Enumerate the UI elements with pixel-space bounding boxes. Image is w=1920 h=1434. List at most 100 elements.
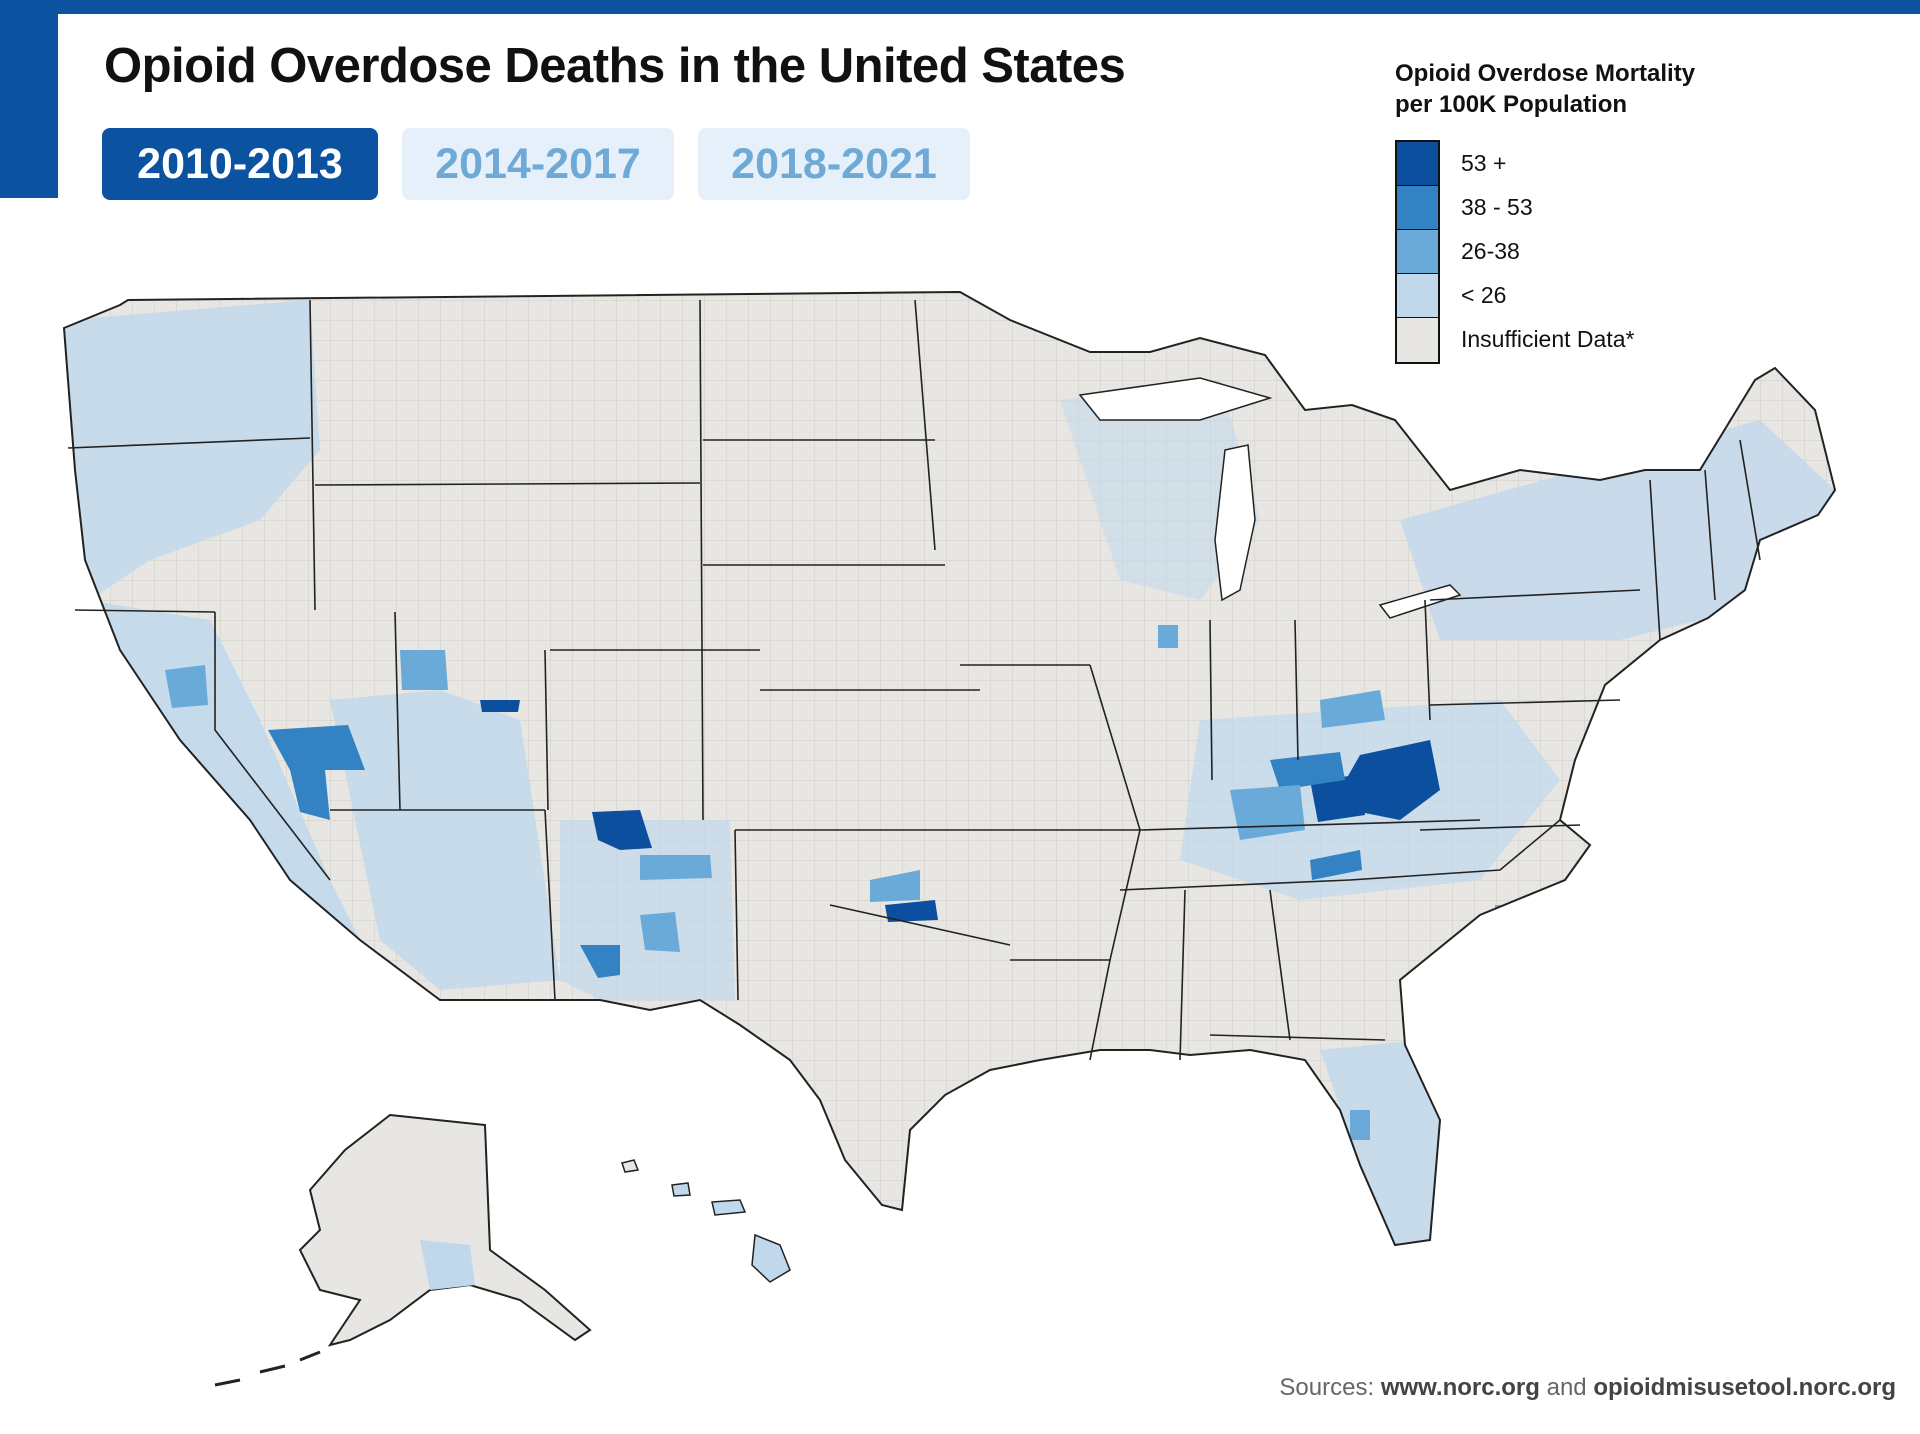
- region-utah-top: [480, 700, 520, 712]
- legend-swatch: [1397, 186, 1438, 230]
- border-il-in: [1209, 619, 1213, 781]
- legend-label: < 26: [1461, 282, 1507, 308]
- sources-credit: Sources: www.norc.org and opioidmisuseto…: [1279, 1374, 1896, 1402]
- border-pa-ny: [1429, 589, 1641, 601]
- region-pacific-northwest: [64, 300, 320, 600]
- region-florida-mid: [1350, 1110, 1370, 1140]
- border-ok-tx: [829, 904, 1011, 946]
- region-new-mexico-mid2: [640, 912, 680, 952]
- legend-label: 26-38: [1461, 238, 1520, 264]
- border-mn-west: [914, 299, 936, 551]
- top-accent-bar: [0, 0, 1920, 14]
- tab-2010-2013[interactable]: 2010-2013: [102, 128, 378, 200]
- legend-label: Insufficient Data*: [1461, 326, 1635, 352]
- region-nevada-high: [268, 725, 365, 820]
- border-me: [1739, 439, 1761, 561]
- region-new-mexico-top: [592, 810, 652, 850]
- border-oh-pa: [1424, 599, 1431, 721]
- border-ms-al: [1179, 889, 1186, 1061]
- border-ca-nv: [214, 612, 331, 881]
- region-ohio-mid: [1320, 690, 1385, 728]
- border-ny-new-england: [1649, 479, 1661, 641]
- region-utah-mid: [400, 650, 448, 690]
- region-ky-top: [1310, 775, 1365, 822]
- region-tennessee-high: [1310, 850, 1362, 880]
- period-tabs: 2010-2013 2014-2017 2018-2021: [102, 128, 970, 200]
- legend: Opioid Overdose Mortality per 100K Popul…: [1395, 58, 1695, 364]
- hawaii: [621, 1159, 791, 1283]
- border-id-west: [309, 299, 316, 611]
- tab-2014-2017[interactable]: 2014-2017: [402, 128, 674, 200]
- legend-title-line1: Opioid Overdose Mortality: [1395, 60, 1696, 87]
- legend-title-line2: per 100K Population: [1395, 91, 1628, 118]
- border-pa-south: [1429, 699, 1621, 706]
- border-ga-al: [1269, 889, 1291, 1041]
- border-vt-nh: [1704, 469, 1716, 601]
- hawaii-maui: [711, 1199, 747, 1216]
- sources-prefix: Sources:: [1279, 1374, 1381, 1401]
- legend-swatch: [1397, 274, 1438, 318]
- legend-swatch: [1397, 318, 1438, 362]
- border-or-ca: [74, 609, 216, 613]
- legend-item-insufficient-data: Insufficient Data*: [1397, 318, 1634, 362]
- border-ky-tn: [1139, 819, 1481, 831]
- legend-items: 53 + 38 - 53 26-38 < 26 Insufficient Dat…: [1395, 140, 1634, 364]
- state-borders: [67, 299, 1761, 1061]
- region-indiana-mid: [1158, 625, 1178, 648]
- border-sc-nc: [1349, 819, 1561, 881]
- alaska-shape: [298, 1113, 592, 1347]
- border-va-nc: [1419, 824, 1581, 831]
- border-az-nm: [544, 809, 556, 1001]
- aleutian-islands: [214, 1350, 321, 1387]
- legend-swatch: [1397, 142, 1438, 186]
- region-new-mexico-mid: [640, 855, 712, 880]
- legend-item-53-plus: 53 +: [1397, 142, 1506, 186]
- border-la: [1010, 959, 1111, 1061]
- legend-swatch: [1397, 230, 1438, 274]
- alaska: [214, 1113, 592, 1387]
- hawaii-oahu: [671, 1182, 691, 1197]
- region-oklahoma-mid: [870, 870, 920, 902]
- legend-item-38-53: 38 - 53: [1397, 186, 1533, 230]
- legend-item-under-26: < 26: [1397, 274, 1506, 318]
- region-oklahoma-high: [885, 900, 938, 922]
- region-florida: [1320, 1040, 1440, 1245]
- sources-joiner: and: [1539, 1374, 1594, 1401]
- region-new-mexico-high: [580, 945, 620, 978]
- region-nevada-mid: [165, 665, 208, 708]
- legend-label: 53 +: [1461, 150, 1507, 176]
- hawaii-kauai: [621, 1159, 640, 1173]
- legend-label: 38 - 53: [1461, 194, 1533, 220]
- border-ga-fl: [1209, 1034, 1386, 1041]
- source-link-norc[interactable]: www.norc.org: [1380, 1374, 1540, 1401]
- border-wa-or: [67, 437, 311, 449]
- tab-2018-2021[interactable]: 2018-2021: [698, 128, 970, 200]
- border-mt-wy: [314, 482, 701, 486]
- region-wv-ky-top: [1340, 740, 1440, 820]
- region-upper-midwest: [1060, 380, 1260, 600]
- region-california-coast: [85, 600, 360, 940]
- alaska-light-region: [420, 1240, 475, 1290]
- side-accent-block: [0, 0, 58, 198]
- source-link-opioid-tool[interactable]: opioidmisusetool.norc.org: [1593, 1374, 1896, 1401]
- lake-superior: [1078, 377, 1273, 421]
- border-nm-tx: [734, 829, 739, 1001]
- border-mo-east: [1089, 664, 1141, 831]
- border-in-oh: [1294, 619, 1299, 761]
- hawaii-big-island: [751, 1233, 791, 1283]
- legend-title: Opioid Overdose Mortality per 100K Popul…: [1395, 58, 1695, 120]
- lake-michigan: [1214, 444, 1256, 602]
- border-nd-sd: [699, 299, 704, 821]
- border-nv-ut: [394, 611, 401, 811]
- region-northeast: [1400, 420, 1835, 640]
- legend-item-26-38: 26-38: [1397, 230, 1520, 274]
- region-southwest: [330, 690, 560, 990]
- lake-erie: [1378, 584, 1462, 619]
- border-co-west: [544, 649, 549, 811]
- region-ky-high: [1270, 752, 1345, 790]
- border-tn-south: [1119, 879, 1351, 891]
